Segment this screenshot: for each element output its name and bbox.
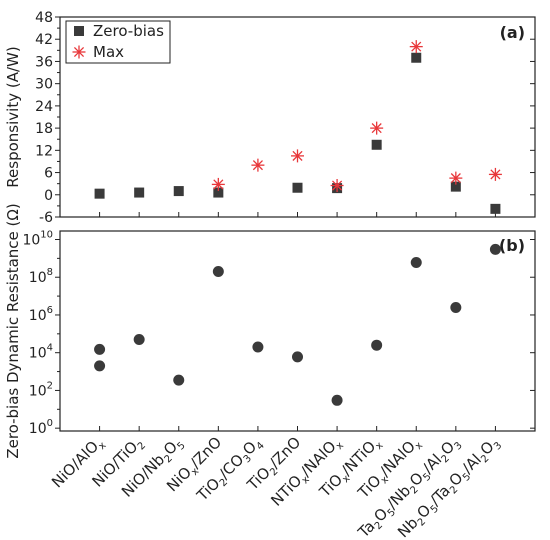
- panel-b: (b) Zero-bias Dynamic Resistance (Ω) 100…: [4, 203, 536, 459]
- resistance-point: [94, 360, 106, 372]
- zero-bias-point: [213, 187, 224, 198]
- panel-a-ytick-label: 30: [35, 77, 53, 93]
- panel-a-ytick-label: 18: [35, 121, 53, 137]
- zero-bias-point: [292, 182, 303, 193]
- max-marker-stroke: [213, 179, 224, 190]
- zero-bias-point: [411, 52, 422, 63]
- zero-bias-point: [134, 187, 145, 198]
- panel-b-marks: [94, 243, 501, 406]
- panel-b-ylabel: Zero-bias Dynamic Resistance (Ω): [4, 203, 22, 458]
- max-marker-stroke: [73, 46, 85, 58]
- panel-a-ytick-label: 36: [35, 54, 53, 70]
- resistance-point: [450, 301, 462, 313]
- max-marker-stroke: [450, 173, 461, 184]
- resistance-point: [410, 257, 422, 269]
- resistance-point: [212, 266, 224, 278]
- panel-a-ytick-label: 12: [35, 143, 53, 159]
- max-marker-stroke: [411, 41, 422, 52]
- panel-b-ytick-label: 106: [29, 305, 53, 324]
- panel-a-label: (a): [500, 23, 525, 42]
- resistance-point: [331, 394, 343, 406]
- panel-b-ytick-label: 104: [29, 343, 53, 362]
- max-point: [291, 149, 304, 163]
- panel-b-frame: [59, 230, 536, 432]
- panel-a-ylabel: Responsivity (A/W): [4, 46, 22, 187]
- max-point: [449, 171, 463, 185]
- legend: Zero-bias Max: [65, 20, 171, 64]
- zero-bias-point: [371, 139, 382, 150]
- legend-zero-bias-label: Zero-bias: [93, 22, 164, 40]
- panel-a-ytick-label: 42: [35, 32, 53, 48]
- panel-b-ytick-label: 1010: [22, 229, 53, 248]
- panel-b-ytick-label: 108: [29, 267, 53, 286]
- legend-max-star: [72, 45, 86, 59]
- resistance-point: [371, 339, 383, 351]
- panel-b-xaxis: [99, 426, 496, 431]
- panel-a-ytick-label: 24: [35, 99, 53, 115]
- max-point: [211, 177, 225, 191]
- resistance-point: [173, 374, 185, 386]
- max-marker-stroke: [490, 169, 501, 180]
- max-marker-stroke: [332, 180, 343, 191]
- panel-a-yaxis: -6 0 6 12 18 24 30 36 42 48: [35, 10, 535, 226]
- panel-a: (a) Responsivity (A/W) -6 0 6 12 18 24 30 36 42 4…: [4, 10, 536, 226]
- max-point: [370, 121, 384, 135]
- max-point: [330, 179, 344, 193]
- panel-a-ytick-label: 0: [44, 188, 53, 204]
- zero-bias-point: [173, 186, 184, 197]
- legend-max-marker: [72, 45, 86, 59]
- panel-b-label: (b): [499, 236, 525, 255]
- resistance-point: [94, 343, 106, 355]
- zero-bias-point: [490, 203, 501, 214]
- max-point: [251, 158, 265, 172]
- max-marker-stroke: [292, 150, 303, 161]
- zero-bias-point: [94, 188, 105, 199]
- resistance-point: [133, 334, 145, 346]
- panel-b-yaxis: 100 102 104 106 108 1010: [22, 229, 535, 437]
- zero-bias-point: [450, 181, 461, 192]
- panel-a-ytick-label: -6: [39, 210, 53, 226]
- max-marker-stroke: [252, 160, 263, 171]
- panel-a-xaxis: [99, 212, 496, 217]
- max-marker-stroke: [371, 123, 382, 134]
- panel-a-ytick-label: 6: [44, 166, 53, 182]
- panel-b-ytick-label: 102: [29, 380, 53, 399]
- panel-b-ytick-label: 100: [29, 418, 53, 437]
- legend-max-label: Max: [93, 43, 124, 61]
- resistance-point: [252, 341, 264, 353]
- resistance-point: [292, 351, 303, 363]
- max-point: [488, 167, 502, 181]
- panel-a-ytick-label: 48: [35, 10, 53, 26]
- resistance-point: [489, 243, 501, 255]
- legend-zero-bias-marker: [74, 26, 84, 36]
- x-category-labels: NiO/AlOxNiO/TiO2NiO/Nb2O5NiOx/ZnOTiO2/CO…: [48, 433, 504, 540]
- panel-a-marks: [94, 40, 502, 214]
- max-point: [409, 40, 423, 54]
